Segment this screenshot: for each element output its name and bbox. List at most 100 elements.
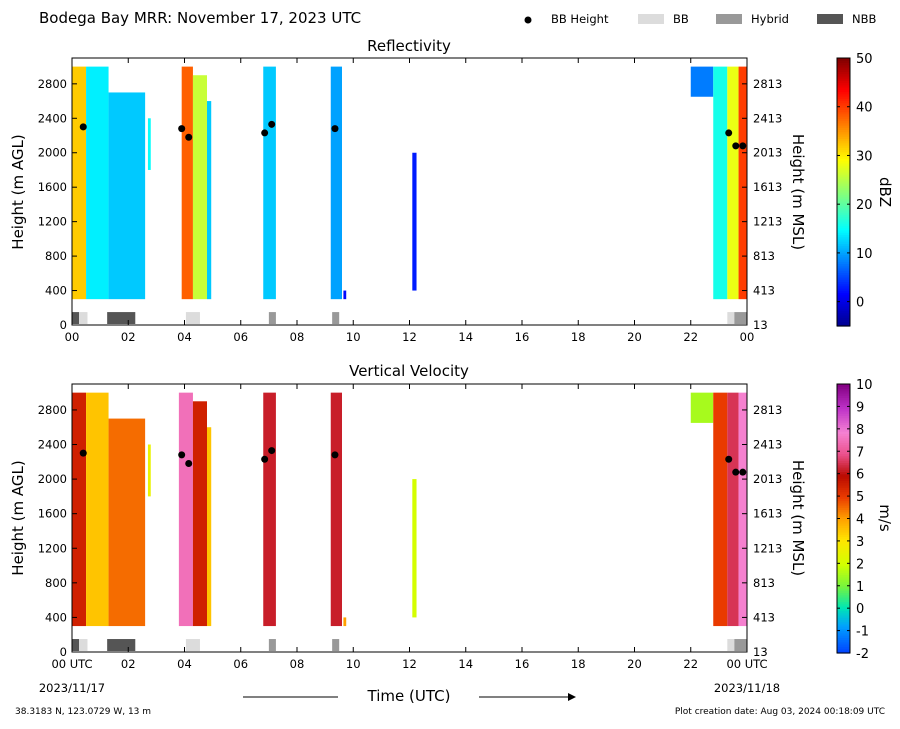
colorbar-segment xyxy=(837,267,850,271)
colorbar-segment xyxy=(837,617,850,620)
heatmap-band xyxy=(690,392,714,423)
colorbar-segment xyxy=(837,158,850,162)
colorbar-segment xyxy=(837,272,850,276)
colorbar-segment xyxy=(837,408,850,412)
colorbar-segment xyxy=(837,522,850,526)
colorbar-segment xyxy=(837,489,850,493)
colorbar-segment xyxy=(837,64,850,68)
colorbar-segment xyxy=(837,138,850,142)
bb-height-point xyxy=(739,142,747,150)
colorbar-segment xyxy=(837,437,850,441)
colorbar-segment xyxy=(837,151,850,155)
colorbar-segment xyxy=(837,424,850,428)
colorbar-tick-label: 3 xyxy=(856,535,864,550)
x-tick-label: 00 UTC xyxy=(726,657,767,671)
colorbar-segment xyxy=(837,109,850,113)
colorbar-segment xyxy=(837,301,850,305)
colorbar-segment xyxy=(837,147,850,151)
location-text: 38.3183 N, 123.0729 W, 13 m xyxy=(15,707,151,717)
heatmap-band xyxy=(330,66,342,300)
colorbar-segment xyxy=(837,442,850,446)
colorbar-segment xyxy=(837,585,850,589)
colorbar-segment xyxy=(837,561,850,564)
y-right-tick-label: 2813 xyxy=(753,403,782,417)
colorbar-segment xyxy=(837,218,850,222)
colorbar-segment xyxy=(837,192,850,195)
heatmap-band xyxy=(192,401,207,627)
colorbar-segment xyxy=(837,397,850,401)
colorbar-segment xyxy=(837,283,850,287)
colorbar: -2 -1 0 1 2 3 4 5 6 7 8 9 10 xyxy=(836,378,873,662)
reflectivity-colorbar-label: dBZ xyxy=(876,177,894,207)
colorbar-segment xyxy=(837,261,850,265)
colorbar-segment xyxy=(837,632,850,636)
colorbar-segment xyxy=(837,384,850,387)
classification-segment-bb xyxy=(727,639,735,651)
plot-area xyxy=(72,384,747,652)
y-tick-label: 1200 xyxy=(38,541,67,555)
colorbar-segment xyxy=(837,587,850,591)
colorbar-segment xyxy=(837,180,850,184)
colorbar-segment xyxy=(837,296,850,300)
x-tick-label: 00 xyxy=(65,330,80,344)
colorbar-tick-label: 7 xyxy=(856,445,864,460)
colorbar-segment xyxy=(837,505,850,508)
colorbar-segment xyxy=(837,419,850,423)
colorbar-segment xyxy=(837,259,850,262)
colorbar-tick-label: 10 xyxy=(856,378,873,393)
colorbar-segment xyxy=(837,82,850,86)
x-tick-label: 20 xyxy=(627,330,642,344)
bb-height-point xyxy=(725,129,733,137)
bb-height-point xyxy=(331,451,339,459)
colorbar-tick-label: 1 xyxy=(856,580,864,595)
colorbar-segment xyxy=(837,314,850,318)
colorbar-segment xyxy=(837,462,850,466)
y-tick-label: 0 xyxy=(60,318,67,332)
colorbar-segment xyxy=(837,455,850,459)
colorbar-segment xyxy=(837,487,850,490)
heatmap-band xyxy=(192,75,207,300)
colorbar-segment xyxy=(837,122,850,126)
x-tick-label: 04 xyxy=(177,330,192,344)
colorbar-segment xyxy=(837,310,850,314)
colorbar-segment xyxy=(837,623,850,627)
x-tick-label: 18 xyxy=(571,330,586,344)
colorbar-segment xyxy=(837,444,850,448)
colorbar-segment xyxy=(837,583,850,587)
y-tick-label: 800 xyxy=(45,249,67,263)
date-right: 2023/11/18 xyxy=(714,681,780,695)
heatmap-band xyxy=(690,66,714,97)
colorbar-segment xyxy=(837,471,850,475)
colorbar-tick-label: 40 xyxy=(856,101,873,116)
x-tick-label: 14 xyxy=(458,657,473,671)
colorbar-segment xyxy=(837,511,850,515)
x-tick-label: 14 xyxy=(458,330,473,344)
colorbar-segment xyxy=(837,207,850,211)
colorbar-segment xyxy=(837,290,850,294)
y-tick-label: 2400 xyxy=(38,438,67,452)
heatmap-band xyxy=(108,418,146,627)
colorbar-segment xyxy=(837,256,850,260)
x-tick-label: 18 xyxy=(571,657,586,671)
colorbar-tick-label: 0 xyxy=(856,602,864,617)
colorbar-segment xyxy=(837,270,850,273)
colorbar-segment xyxy=(837,596,850,600)
colorbar-segment xyxy=(837,223,850,227)
colorbar-segment xyxy=(837,232,850,236)
y-right-tick-label: 1613 xyxy=(753,180,782,194)
x-tick-label: 12 xyxy=(402,657,417,671)
legend-hybrid-label: Hybrid xyxy=(751,12,789,26)
classification-segment-nbb xyxy=(107,639,136,651)
colorbar-segment xyxy=(837,480,850,484)
x-tick-label: 06 xyxy=(233,330,248,344)
colorbar-segment xyxy=(837,154,850,157)
colorbar-segment xyxy=(837,491,850,495)
y-right-tick-label: 413 xyxy=(753,610,775,624)
y-tick-label: 2400 xyxy=(38,111,67,125)
heatmap-band xyxy=(412,152,417,291)
colorbar-segment xyxy=(837,243,850,247)
header-legend: BB Height BB Hybrid NBB xyxy=(524,12,876,26)
creation-date-text: Plot creation date: Aug 03, 2024 00:18:0… xyxy=(675,707,885,717)
colorbar-segment xyxy=(837,579,850,582)
colorbar-segment xyxy=(837,599,850,603)
